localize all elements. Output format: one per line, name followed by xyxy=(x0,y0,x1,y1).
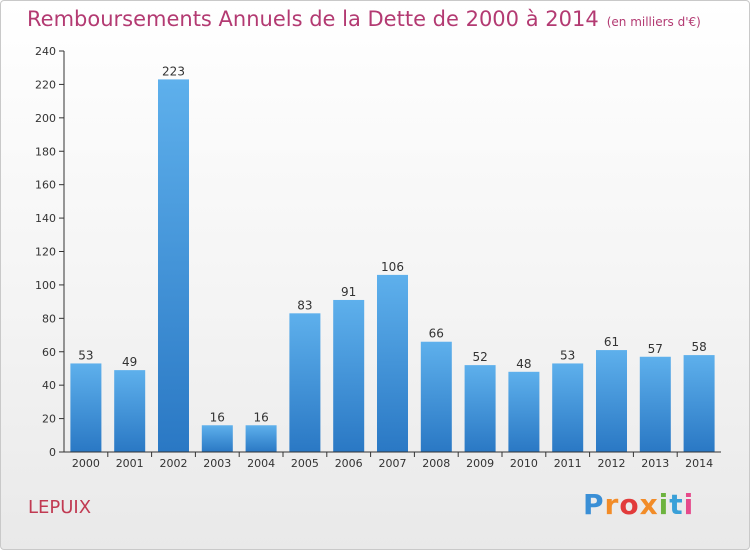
data-label-2003: 16 xyxy=(210,410,225,424)
data-label-2004: 16 xyxy=(253,410,268,424)
x-axis: 2000 2001 2002 2003 2004 2005 2006 2007 2008 2009… xyxy=(64,451,721,470)
x-tick-label-2003: 2003 xyxy=(203,457,231,470)
chart-unit: (en milliers d'€) xyxy=(606,15,701,29)
x-tick-label-2002: 2002 xyxy=(160,457,188,470)
y-tick-label: 200 xyxy=(35,112,56,125)
data-label-2011: 53 xyxy=(560,348,575,362)
x-tick-label-2013: 2013 xyxy=(641,457,669,470)
chart-title-text: Remboursements Annuels de la Dette de 20… xyxy=(27,7,599,31)
y-tick-label: 160 xyxy=(35,179,56,192)
bar-2006 xyxy=(333,299,365,452)
x-tick-label-2012: 2012 xyxy=(598,457,626,470)
bar-2010 xyxy=(508,371,540,452)
bar-2002 xyxy=(158,79,189,452)
y-tick-label: 180 xyxy=(35,145,56,158)
y-tick-label: 220 xyxy=(35,78,56,91)
bar-2013 xyxy=(639,356,671,452)
data-label-2012: 61 xyxy=(604,335,619,349)
bar-2007 xyxy=(377,274,408,452)
y-tick-label: 40 xyxy=(42,379,56,392)
bar-2003 xyxy=(201,425,233,452)
x-tick-label-2008: 2008 xyxy=(422,457,450,470)
data-label-2002: 223 xyxy=(162,64,185,78)
bar-2011 xyxy=(552,363,584,452)
y-tick-label: 100 xyxy=(35,279,56,292)
y-tick-label: 0 xyxy=(49,446,56,459)
data-label-2008: 66 xyxy=(429,327,444,341)
x-tick-label-2010: 2010 xyxy=(510,457,538,470)
data-label-2009: 52 xyxy=(472,350,487,364)
data-label-2010: 48 xyxy=(516,357,531,371)
x-tick-label-2001: 2001 xyxy=(116,457,144,470)
bar-2012 xyxy=(596,350,627,452)
x-tick-label-2011: 2011 xyxy=(554,457,582,470)
y-tick-label: 80 xyxy=(42,312,56,325)
bar-2014 xyxy=(683,355,715,452)
bar-2004 xyxy=(245,425,277,452)
proxiti-logo: Proxiti xyxy=(583,488,695,521)
bar-2009 xyxy=(464,365,496,452)
chart-title: Remboursements Annuels de la Dette de 20… xyxy=(27,7,701,31)
y-tick-label: 20 xyxy=(42,413,56,426)
data-label-2007: 106 xyxy=(381,260,404,274)
data-label-2014: 58 xyxy=(691,340,706,354)
x-tick-label-2014: 2014 xyxy=(685,457,713,470)
data-label-2006: 91 xyxy=(341,285,356,299)
x-tick-label-2009: 2009 xyxy=(466,457,494,470)
bar-2008 xyxy=(420,341,452,452)
data-label-2000: 53 xyxy=(78,348,93,362)
commune-name: LEPUIX xyxy=(28,497,92,518)
data-label-2013: 57 xyxy=(648,342,663,356)
data-label-2005: 83 xyxy=(297,298,312,312)
x-tick-label-2004: 2004 xyxy=(247,457,275,470)
x-tick-label-2006: 2006 xyxy=(335,457,363,470)
data-label-2001: 49 xyxy=(122,355,137,369)
y-tick-label: 140 xyxy=(35,212,56,225)
bars: 53 49 223 16 16 83 91 106 66 52 48 53 61 57 58 xyxy=(70,64,715,452)
y-tick-label: 120 xyxy=(35,246,56,259)
bar-2005 xyxy=(289,313,321,452)
x-tick-label-2000: 2000 xyxy=(72,457,100,470)
y-tick-label: 240 xyxy=(35,45,56,58)
bar-2001 xyxy=(114,370,146,452)
x-tick-label-2005: 2005 xyxy=(291,457,319,470)
x-tick-label-2007: 2007 xyxy=(379,457,407,470)
y-axis: 0 20 40 60 80 100 120 140 160 180 200 220 240 xyxy=(35,45,65,459)
bar-2000 xyxy=(70,363,102,452)
y-tick-label: 60 xyxy=(42,346,56,359)
